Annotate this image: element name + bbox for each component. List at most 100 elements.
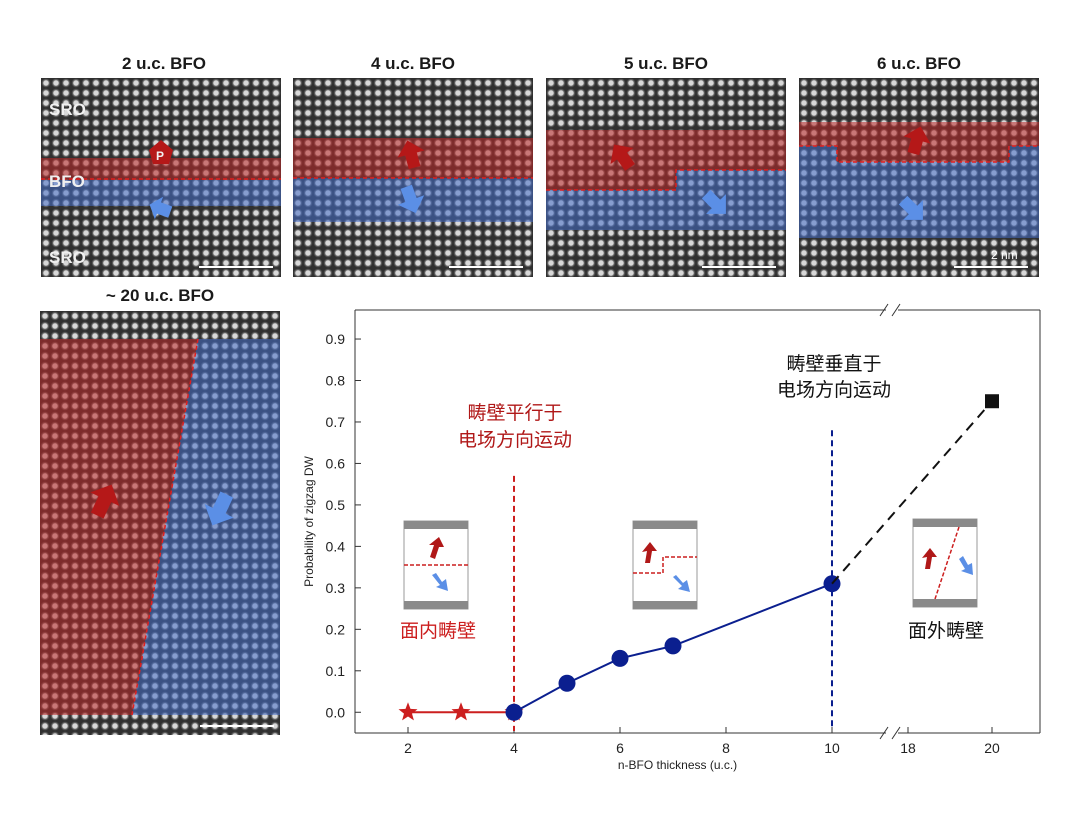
polarization-arrow-down-icon [397, 184, 425, 214]
stem-image-2uc: SRO BFO SRO P [41, 78, 281, 277]
polarization-arrow-up-icon [90, 484, 120, 519]
data-point-circle [558, 674, 576, 692]
inset-electrode-bottom [404, 601, 468, 609]
y-tick-label: 0.9 [326, 331, 346, 347]
scale-bar-label: 2 nm [991, 248, 1018, 262]
scale-bar [199, 266, 273, 268]
panel-title-2uc: 2 u.c. BFO [121, 54, 207, 73]
zigzag-domain-wall [799, 145, 1039, 163]
label-sro-top: SRO [49, 100, 86, 119]
y-tick-label: 0.8 [326, 373, 346, 389]
inclined-domain-wall [131, 338, 199, 716]
polarization-arrow-down-icon [701, 189, 726, 214]
x-tick-label: 6 [616, 740, 624, 756]
data-point-circle [823, 575, 841, 593]
polarization-pentagon [149, 140, 173, 164]
stem-image-6uc: 2 nm [799, 78, 1039, 277]
series-line-zigzag [513, 582, 833, 714]
domain-blue [799, 146, 1039, 238]
stem-image-5uc [546, 78, 786, 277]
inset-electrode-bottom [913, 599, 977, 607]
panel-title-5uc: 5 u.c. BFO [623, 54, 709, 73]
inset-electrode-top [404, 521, 468, 529]
data-point-circle [664, 637, 682, 655]
stem-image-20uc [40, 311, 280, 735]
inset-arrow-up-icon [922, 548, 937, 569]
scale-bar [449, 266, 523, 268]
x-tick-label: 8 [722, 740, 730, 756]
polarization-arrow-up-icon [610, 144, 635, 171]
domain-red [546, 130, 786, 190]
domain-overlay-2uc [41, 140, 281, 220]
x-tick-label: 4 [510, 740, 518, 756]
series-line-out-of-plane [831, 400, 993, 585]
axis-break-mark [891, 726, 901, 740]
inset-arrow-down-icon [673, 575, 690, 592]
y-tick-label: 0.4 [326, 538, 346, 554]
stem-image-4uc [293, 78, 533, 277]
y-tick-label: 0.2 [326, 621, 346, 637]
chart-insets [403, 518, 978, 610]
data-point-star [451, 702, 471, 721]
domain-overlay-20uc [40, 338, 280, 716]
annotation-perpendicular-line2: 电场方向运动 [777, 379, 891, 401]
y-tick-label: 0.7 [326, 414, 346, 430]
axis-break-mark [879, 726, 889, 740]
label-polarization: P [156, 149, 165, 163]
y-tick-label: 0.5 [326, 497, 346, 513]
domain-overlay-4uc [293, 140, 533, 214]
scale-bar [954, 266, 1028, 268]
panel-title-20uc: ~ 20 u.c. BFO [105, 286, 215, 305]
inset-arrow-up-icon [642, 542, 657, 563]
y-tick-label: 0.1 [326, 663, 346, 679]
chart-vlines [513, 430, 833, 731]
domain-red [40, 339, 198, 715]
label-sro-bottom: SRO [49, 248, 86, 267]
data-point-circle [505, 703, 523, 721]
x-axis-label: n-BFO thickness (u.c.) [618, 758, 737, 772]
domain-red [41, 158, 281, 180]
domain-overlay-5uc [546, 130, 786, 230]
panel-title-4uc: 4 u.c. BFO [370, 54, 456, 73]
domain-blue [546, 170, 786, 230]
inset-frame [912, 518, 978, 608]
x-tick-label: 20 [984, 740, 1000, 756]
inset-frame [403, 520, 469, 610]
inset-electrode-top [633, 521, 697, 529]
inset-electrode-bottom [633, 601, 697, 609]
axis-break-mark [891, 303, 901, 317]
inset-arrow-down-icon [432, 573, 448, 591]
axis-break-mark [879, 303, 889, 317]
scale-bar [200, 725, 274, 727]
y-axis-label: Probability of zigzag DW [302, 455, 316, 586]
polarization-arrow-down-icon [204, 491, 234, 526]
domain-blue [132, 339, 280, 715]
annotation-out-of-plane-wall: 面外畴壁 [908, 620, 984, 642]
y-tick-label: 0.0 [326, 704, 346, 720]
annotation-parallel-line2: 电场方向运动 [458, 429, 572, 451]
y-tick-label: 0.6 [326, 455, 346, 471]
chart-axes: 0.0 0.1 0.2 0.3 0.4 0.5 0.6 0.7 0.8 0.9 2 4 6 8 10 18 20… [302, 303, 1041, 772]
annotation-parallel-line1: 畴壁平行于 [467, 402, 562, 424]
scale-bar [702, 266, 776, 268]
annotation-perpendicular-line1: 畴壁垂直于 [786, 353, 881, 375]
x-tick-label: 10 [824, 740, 840, 756]
inset-wall [633, 556, 697, 574]
inset-frame [632, 520, 698, 610]
label-bfo: BFO [49, 172, 85, 191]
inset-electrode-top [913, 519, 977, 527]
inset-arrow-up-icon [429, 537, 444, 559]
data-point-square [985, 394, 999, 409]
data-point-circle [611, 649, 629, 667]
inset-arrow-down-icon [959, 556, 973, 575]
x-tick-label: 18 [900, 740, 916, 756]
polarization-arrow-down-icon [149, 196, 173, 220]
y-tick-label: 0.3 [326, 580, 346, 596]
inset-wall [934, 526, 960, 600]
data-point-star [504, 702, 524, 721]
chart-series [398, 394, 999, 721]
panel-title-6uc: 6 u.c. BFO [876, 54, 962, 73]
x-tick-label: 2 [404, 740, 412, 756]
domain-overlay-6uc [799, 122, 1039, 238]
